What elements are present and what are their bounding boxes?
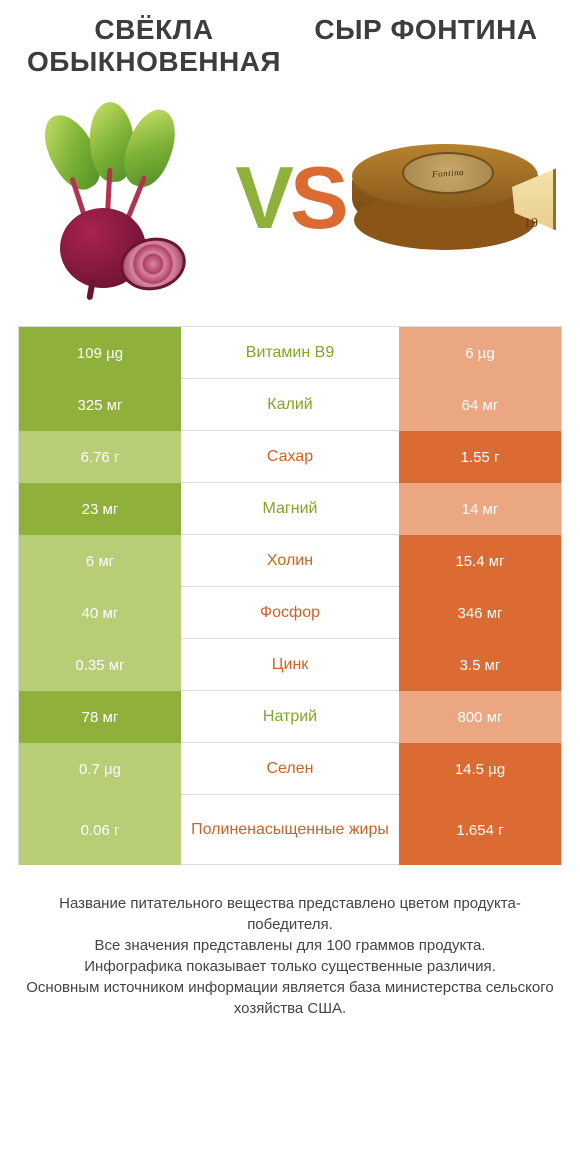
nutrient-name: Калий	[181, 379, 399, 431]
table-row: 0.06 гПолиненасыщенные жиры1.654 г	[19, 795, 561, 865]
nutrient-name: Натрий	[181, 691, 399, 743]
comparison-table: 109 µgВитамин B96 µg325 мгКалий64 мг6.76…	[18, 326, 562, 865]
left-value: 109 µg	[19, 327, 181, 379]
left-product-title: Свёкла обыкновенная	[24, 14, 284, 78]
nutrient-name: Фосфор	[181, 587, 399, 639]
footer-line: Название питательного вещества представл…	[26, 893, 554, 935]
table-row: 6 мгХолин15.4 мг	[19, 535, 561, 587]
footer-line: Все значения представлены для 100 граммо…	[26, 935, 554, 956]
left-value: 0.35 мг	[19, 639, 181, 691]
left-value: 6 мг	[19, 535, 181, 587]
nutrient-name: Цинк	[181, 639, 399, 691]
table-row: 325 мгКалий64 мг	[19, 379, 561, 431]
hero-section: VS Fontina 19	[0, 88, 580, 308]
nutrient-name: Сахар	[181, 431, 399, 483]
nutrient-name: Селен	[181, 743, 399, 795]
title-row: Свёкла обыкновенная Сыр Фонтина	[0, 8, 580, 78]
right-value: 346 мг	[399, 587, 561, 639]
right-value: 14.5 µg	[399, 743, 561, 795]
nutrient-name: Витамин B9	[181, 327, 399, 379]
right-product-title: Сыр Фонтина	[296, 14, 556, 78]
table-row: 0.35 мгЦинк3.5 мг	[19, 639, 561, 691]
infographic-page: Свёкла обыкновенная Сыр Фонтина VS Fonti…	[0, 0, 580, 1174]
left-value: 0.06 г	[19, 795, 181, 865]
right-value: 1.654 г	[399, 795, 561, 865]
vs-v: V	[235, 148, 290, 247]
left-value: 6.76 г	[19, 431, 181, 483]
cheese-illustration: Fontina 19	[352, 108, 552, 278]
nutrient-name: Полиненасыщенные жиры	[181, 795, 399, 865]
right-value: 6 µg	[399, 327, 561, 379]
nutrient-name: Магний	[181, 483, 399, 535]
right-value: 14 мг	[399, 483, 561, 535]
left-value: 325 мг	[19, 379, 181, 431]
table-row: 0.7 µgСелен14.5 µg	[19, 743, 561, 795]
right-value: 1.55 г	[399, 431, 561, 483]
right-value: 800 мг	[399, 691, 561, 743]
table-row: 40 мгФосфор346 мг	[19, 587, 561, 639]
cheese-stamp-number: 19	[524, 216, 538, 232]
beet-illustration	[28, 108, 208, 288]
left-value: 40 мг	[19, 587, 181, 639]
table-row: 109 µgВитамин B96 µg	[19, 327, 561, 379]
vs-label: VS	[235, 147, 344, 249]
nutrient-name: Холин	[181, 535, 399, 587]
table-row: 6.76 гСахар1.55 г	[19, 431, 561, 483]
right-value: 3.5 мг	[399, 639, 561, 691]
footer-line: Основным источником информации является …	[26, 977, 554, 1019]
table-row: 23 мгМагний14 мг	[19, 483, 561, 535]
cheese-label-text: Fontina	[432, 167, 465, 179]
footer-notes: Название питательного вещества представл…	[26, 893, 554, 1019]
left-value: 23 мг	[19, 483, 181, 535]
footer-line: Инфографика показывает только существенн…	[26, 956, 554, 977]
left-value: 0.7 µg	[19, 743, 181, 795]
left-value: 78 мг	[19, 691, 181, 743]
vs-s: S	[290, 148, 345, 247]
table-row: 78 мгНатрий800 мг	[19, 691, 561, 743]
right-value: 15.4 мг	[399, 535, 561, 587]
right-value: 64 мг	[399, 379, 561, 431]
